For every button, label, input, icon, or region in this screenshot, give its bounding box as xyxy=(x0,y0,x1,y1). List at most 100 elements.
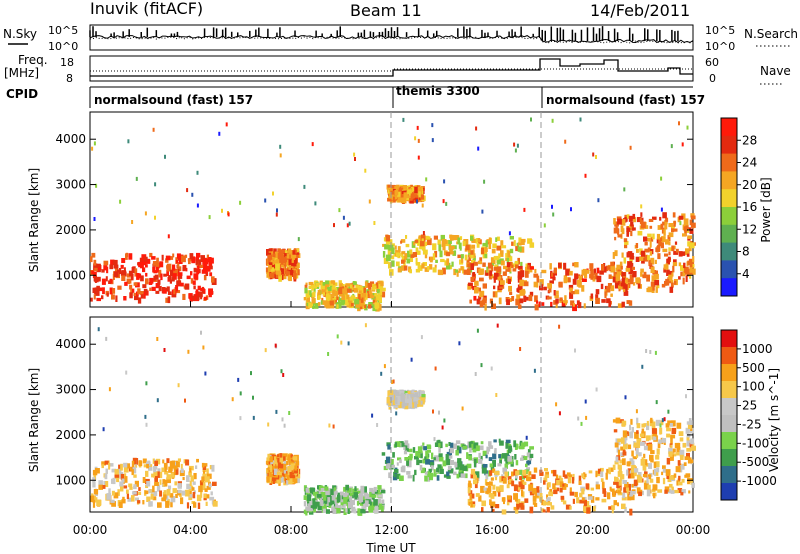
velocity-cell xyxy=(126,493,129,499)
power-cell xyxy=(271,262,276,269)
power-cell xyxy=(637,217,642,223)
power-cell xyxy=(485,272,489,276)
power-cell xyxy=(549,263,552,270)
power-cell xyxy=(468,244,472,250)
velocity-cell xyxy=(152,458,155,464)
velocity-cell xyxy=(670,444,673,450)
velocity-cell xyxy=(108,488,111,494)
velocity-cell xyxy=(323,495,327,501)
velocity-cell xyxy=(506,484,510,489)
velocity-sparse-cell xyxy=(202,345,205,350)
power-cell xyxy=(290,264,294,268)
power-cell xyxy=(493,285,496,290)
power-cell xyxy=(563,300,568,304)
velocity-cell xyxy=(672,448,676,453)
velocity-cell xyxy=(574,491,578,498)
power-cell xyxy=(500,275,503,280)
velocity-cell xyxy=(327,497,331,503)
power-cell xyxy=(326,295,329,300)
velocity-cell xyxy=(679,449,685,457)
power-cell xyxy=(391,184,396,191)
velocity-cell xyxy=(168,469,173,473)
velocity-cell xyxy=(680,492,684,496)
velocity-cell xyxy=(339,491,344,496)
power-cell xyxy=(474,280,479,286)
power-cell xyxy=(334,282,338,287)
power-colorbar-swatch xyxy=(721,153,737,172)
velocity-sparse-cell xyxy=(252,415,255,420)
velocity-cell xyxy=(655,419,661,426)
velocity-sparse-cell xyxy=(237,377,240,382)
power-cell xyxy=(688,246,692,252)
velocity-cell xyxy=(669,454,674,461)
freq-left-bottom: 8 xyxy=(66,72,73,85)
velocity-cell xyxy=(287,454,291,462)
power-cell xyxy=(108,280,111,284)
velocity-cell xyxy=(200,480,204,486)
power-cell xyxy=(512,268,517,272)
power-cell xyxy=(281,249,286,254)
station-title: Inuvik (fitACF) xyxy=(90,0,203,18)
power-cell xyxy=(171,294,177,298)
velocity-cell xyxy=(614,460,619,465)
power-cell xyxy=(96,263,101,268)
velocity-cell xyxy=(515,460,519,466)
freq-right-bottom: 0 xyxy=(709,72,716,85)
power-cell xyxy=(309,290,312,296)
velocity-cell xyxy=(489,470,493,476)
velocity-cell xyxy=(515,470,519,476)
power-cell xyxy=(661,283,666,288)
velocity-cell xyxy=(162,459,165,464)
velocity-cell xyxy=(310,505,313,510)
power-cell xyxy=(95,276,101,282)
power-cell xyxy=(660,223,664,229)
power-cell xyxy=(639,251,643,255)
velocity-cell xyxy=(677,442,681,448)
power-cell xyxy=(488,237,492,243)
velocity-cell xyxy=(186,475,190,482)
power-cell xyxy=(429,264,433,270)
velocity-cell xyxy=(562,483,565,487)
power-cell xyxy=(509,236,514,240)
power-cell xyxy=(491,303,496,309)
velocity-cell xyxy=(468,441,472,449)
power-cell xyxy=(176,290,181,294)
power-cell xyxy=(411,187,415,192)
velocity-sparse-cell xyxy=(187,349,190,354)
power-cell xyxy=(632,213,636,219)
velocity-cell xyxy=(630,494,635,501)
velocity-cell xyxy=(492,453,497,460)
power-cell xyxy=(278,275,282,282)
velocity-cell xyxy=(414,456,419,460)
power-cell xyxy=(626,227,631,232)
power-cell xyxy=(525,296,529,301)
velocity-cell xyxy=(369,487,374,494)
velocity-cell xyxy=(282,453,288,457)
power-cell xyxy=(581,285,585,292)
power-cell xyxy=(344,298,349,306)
power-cell xyxy=(690,242,695,249)
velocity-cell xyxy=(315,499,318,503)
power-cell xyxy=(330,280,335,284)
power-cell xyxy=(143,256,148,262)
power-cell xyxy=(661,227,665,234)
power-cell xyxy=(329,297,334,304)
power-cell xyxy=(558,262,562,268)
x-tick-label: 12:00 xyxy=(374,523,409,537)
velocity-cell xyxy=(457,458,462,463)
velocity-cell xyxy=(426,475,431,482)
power-cell xyxy=(680,265,684,271)
power-cell xyxy=(493,276,498,280)
velocity-cell xyxy=(496,486,500,492)
velocity-cell xyxy=(650,417,653,424)
power-cell xyxy=(385,235,391,242)
velocity-cell xyxy=(425,459,430,465)
power-cell xyxy=(536,282,539,288)
velocity-cell xyxy=(642,465,647,471)
power-cell xyxy=(390,190,395,195)
velocity-cell xyxy=(145,470,149,477)
power-sparse-cell xyxy=(442,199,445,204)
power-cell xyxy=(606,285,611,293)
velocity-cell xyxy=(395,391,400,398)
power-cell xyxy=(432,253,436,260)
